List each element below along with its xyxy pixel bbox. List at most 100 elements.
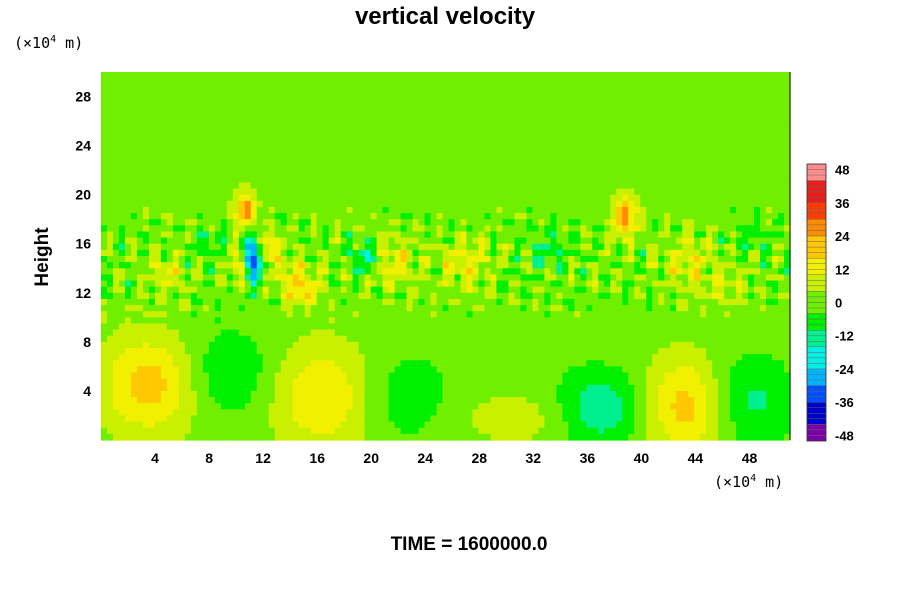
heatmap-cell: [520, 78, 527, 85]
heatmap-cell: [472, 145, 480, 153]
heatmap-cell: [712, 72, 719, 79]
heatmap-cell: [382, 139, 390, 147]
heatmap-cell: [784, 176, 791, 183]
heatmap-cell: [220, 170, 228, 177]
heatmap-cell: [166, 96, 174, 104]
heatmap-cell: [670, 139, 677, 147]
heatmap-cell: [766, 249, 773, 257]
heatmap-cell: [226, 256, 234, 263]
heatmap-cell: [436, 90, 444, 98]
heatmap-cell: [496, 225, 504, 233]
heatmap-cell: [208, 176, 216, 183]
heatmap-cell: [232, 151, 240, 159]
heatmap-cell: [292, 72, 300, 79]
heatmap-cell: [112, 206, 120, 214]
heatmap-cell: [460, 225, 468, 233]
heatmap-cell: [772, 280, 779, 288]
heatmap-cell: [274, 139, 282, 147]
heatmap-cell: [706, 170, 713, 177]
heatmap-cell: [712, 114, 719, 122]
heatmap-cell: [472, 213, 480, 220]
heatmap-cell: [358, 243, 366, 251]
heatmap-cell: [772, 182, 779, 190]
heatmap-cell: [430, 133, 438, 141]
heatmap-cell: [712, 188, 719, 196]
heatmap-cell: [718, 182, 725, 190]
heatmap-cell: [502, 72, 510, 79]
heatmap-cell: [622, 176, 629, 183]
heatmap-cell: [316, 182, 324, 190]
heatmap-cell: [220, 114, 228, 122]
heatmap-cell: [598, 249, 605, 257]
heatmap-cell: [664, 323, 671, 331]
heatmap-cell: [646, 133, 653, 141]
heatmap-cell: [448, 286, 456, 294]
heatmap-cell: [676, 188, 683, 196]
heatmap-cell: [262, 225, 270, 233]
heatmap-cell: [598, 262, 605, 269]
heatmap-cell: [484, 102, 492, 110]
heatmap-cell: [496, 90, 504, 98]
heatmap-cell: [136, 206, 144, 214]
heatmap-cell: [598, 96, 605, 104]
heatmap-cell: [184, 72, 192, 79]
heatmap-cell: [184, 335, 192, 343]
heatmap-cell: [142, 127, 150, 134]
heatmap-cell: [256, 182, 264, 190]
heatmap-cell: [478, 78, 486, 85]
heatmap-cell: [148, 298, 156, 306]
heatmap-cell: [682, 182, 689, 190]
heatmap-cell: [766, 323, 773, 331]
heatmap-cell: [688, 194, 695, 202]
heatmap-cell: [664, 206, 671, 214]
heatmap-cell: [160, 127, 168, 134]
heatmap-cell: [694, 213, 701, 220]
heatmap-cell: [232, 329, 240, 337]
heatmap-cell: [628, 194, 635, 202]
heatmap-cell: [730, 292, 737, 300]
heatmap-cell: [208, 96, 216, 104]
heatmap-cell: [682, 78, 689, 85]
heatmap-cell: [562, 298, 569, 306]
heatmap-cell: [346, 108, 354, 116]
heatmap-cell: [172, 225, 180, 233]
heatmap-cell: [298, 96, 306, 104]
heatmap-cell: [616, 231, 623, 239]
heatmap-cell: [532, 231, 539, 239]
heatmap-cell: [298, 157, 306, 165]
heatmap-cell: [208, 280, 216, 288]
heatmap-cell: [136, 182, 144, 190]
heatmap-cell: [184, 292, 192, 300]
heatmap-cell: [232, 335, 240, 343]
heatmap-cell: [232, 121, 240, 128]
heatmap-cell: [736, 164, 743, 171]
heatmap-cell: [154, 298, 162, 306]
heatmap-cell: [400, 114, 408, 122]
heatmap-cell: [496, 182, 504, 190]
heatmap-cell: [538, 108, 545, 116]
heatmap-cell: [424, 274, 432, 282]
heatmap-cell: [286, 72, 294, 79]
heatmap-cell: [196, 108, 204, 116]
heatmap-cell: [724, 298, 731, 306]
heatmap-cell: [412, 176, 420, 183]
heatmap-cell: [580, 114, 587, 122]
heatmap-cell: [226, 225, 234, 233]
heatmap-cell: [508, 286, 515, 294]
heatmap-cell: [502, 151, 510, 159]
heatmap-cell: [736, 274, 743, 282]
heatmap-cell: [418, 151, 426, 159]
heatmap-cell: [718, 139, 725, 147]
heatmap-cell: [472, 323, 480, 331]
heatmap-cell: [118, 114, 126, 122]
heatmap-cell: [646, 72, 653, 79]
heatmap-cell: [718, 176, 725, 183]
heatmap-cell: [664, 90, 671, 98]
heatmap-cell: [442, 286, 450, 294]
heatmap-cell: [586, 96, 593, 104]
heatmap-cell: [424, 133, 432, 141]
heatmap-cell: [460, 219, 468, 226]
heatmap-cell: [376, 102, 384, 110]
heatmap-cell: [748, 323, 755, 331]
heatmap-cell: [670, 96, 677, 104]
